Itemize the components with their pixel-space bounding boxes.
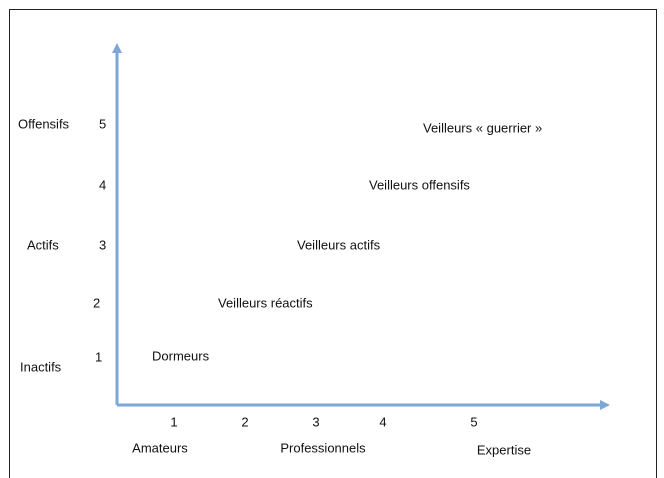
y-tick-label: 3 — [99, 237, 106, 252]
y-tick-label: 2 — [93, 295, 100, 310]
y-tick-label: 4 — [99, 177, 106, 192]
y-axis-label: Offensifs — [18, 116, 70, 131]
x-axis-label: Expertise — [477, 442, 531, 457]
y-axis-label: Inactifs — [20, 359, 62, 374]
x-tick-label: 3 — [312, 414, 319, 429]
x-tick-label: 4 — [379, 414, 386, 429]
y-tick-label: 1 — [95, 349, 102, 364]
item-label: Veilleurs « guerrier » — [423, 120, 542, 135]
y-axis-label: Actifs — [27, 237, 59, 252]
y-tick-label: 5 — [99, 116, 106, 131]
item-label: Veilleurs réactifs — [218, 295, 313, 310]
item-label: Dormeurs — [152, 348, 210, 363]
x-tick-label: 1 — [170, 414, 177, 429]
x-axis-label: Professionnels — [280, 440, 366, 455]
frame — [9, 9, 657, 478]
item-label: Veilleurs offensifs — [369, 177, 470, 192]
item-label: Veilleurs actifs — [297, 237, 381, 252]
x-tick-label: 5 — [470, 414, 477, 429]
x-tick-label: 2 — [241, 414, 248, 429]
x-axis-label: Amateurs — [132, 440, 188, 455]
